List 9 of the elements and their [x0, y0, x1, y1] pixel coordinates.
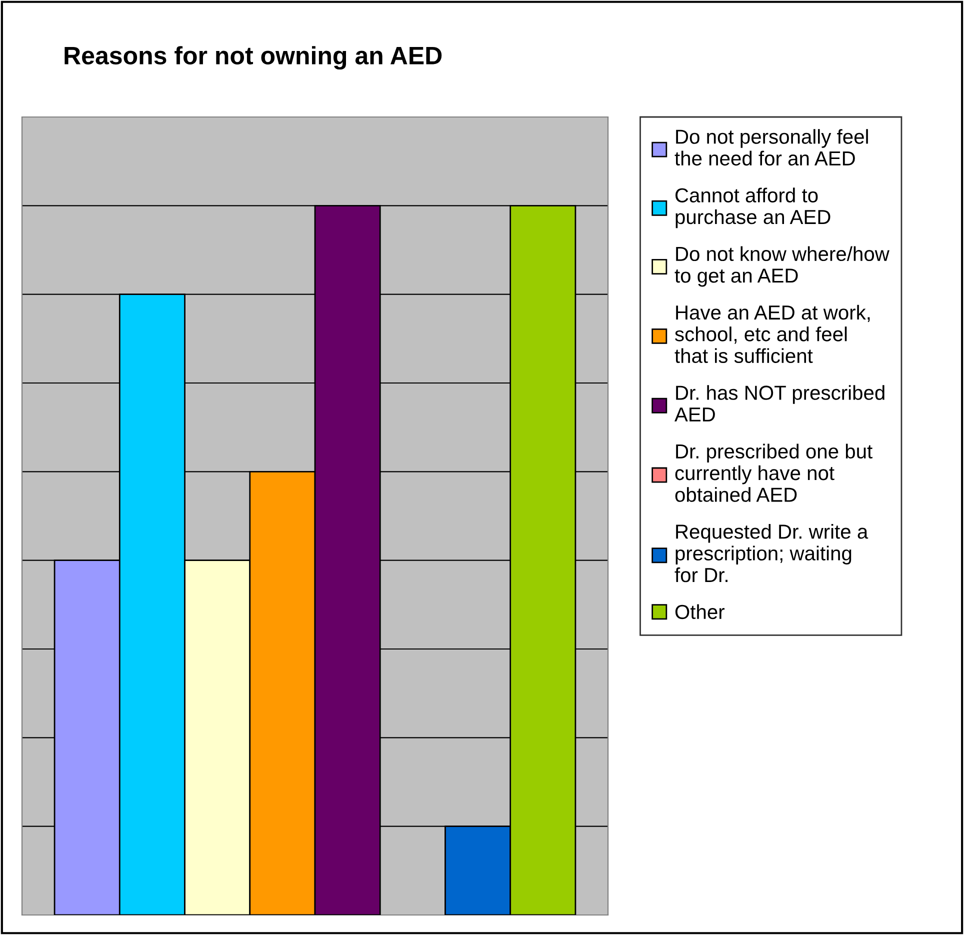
legend-label: Have an AED at work, school, etc and feel that is sufficient — [674, 304, 870, 364]
chart-title: Reasons for not owning an AED — [64, 46, 442, 70]
legend-label: Do not personally feel the need for an AED — [674, 129, 868, 166]
legend-label: Other — [675, 604, 724, 620]
legend-label: Cannot afford to purchase an AED — [675, 188, 830, 228]
legend-label: Dr. has NOT prescribed AED — [674, 385, 884, 422]
legend-label: Requested Dr. write a prescription; waiting for Dr. — [674, 524, 868, 582]
legend-label: Do not know where/how to get an AED — [674, 246, 890, 287]
legend-label: Dr. prescribed one but currently have not obtained AED — [675, 444, 872, 502]
